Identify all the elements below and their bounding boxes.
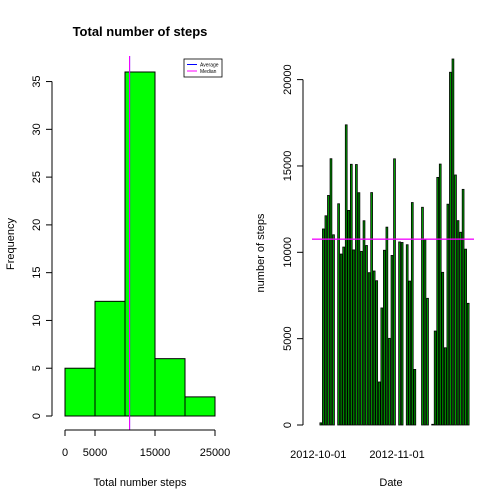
day-bar [322, 229, 324, 425]
day-bar [399, 242, 401, 425]
daily-y-tick-label: 0 [282, 422, 294, 428]
day-bar [381, 308, 383, 425]
histogram-bar [95, 301, 125, 416]
day-bar [444, 348, 446, 425]
day-bar [368, 273, 370, 425]
day-bar [333, 235, 335, 425]
daily-steps-panel: Date number of steps 2012-10-01 2012-11-0… [255, 59, 474, 489]
day-bar [350, 164, 352, 425]
histogram-y-tick-label: 0 [31, 413, 43, 419]
day-bar [363, 221, 365, 425]
histogram-x-tick-label: 5000 [83, 447, 107, 459]
day-bar [411, 203, 413, 425]
day-bar [467, 303, 469, 425]
day-bar [389, 338, 391, 425]
histogram-y-tick-label: 35 [31, 75, 43, 87]
day-bar [338, 204, 340, 425]
day-bar [348, 210, 350, 425]
daily-x-tick-label: 2012-10-01 [290, 449, 346, 461]
histogram-bar [155, 359, 185, 416]
day-bar [328, 195, 330, 425]
day-bar [325, 216, 327, 425]
day-bar [366, 245, 368, 425]
day-bar [340, 254, 342, 425]
histogram-bar [185, 397, 215, 416]
day-bar [414, 369, 416, 425]
day-bar [427, 298, 429, 425]
day-bar [457, 221, 459, 425]
daily-y-tick-label: 20000 [282, 64, 294, 95]
day-bar [373, 271, 375, 425]
day-bar [343, 247, 345, 425]
histogram-x-axis: 0 5000 15000 25000 [62, 430, 230, 459]
day-bar [376, 281, 378, 425]
histogram-y-tick-label: 30 [31, 123, 43, 135]
histogram-y-label: Frequency [5, 218, 17, 270]
day-bar [449, 72, 451, 425]
daily-y-tick-label: 15000 [282, 151, 294, 182]
histogram-title: Total number of steps [73, 24, 208, 39]
histogram-y-tick-label: 15 [31, 267, 43, 279]
day-bar [462, 189, 464, 425]
day-bar [330, 159, 332, 425]
daily-x-label: Date [379, 477, 402, 489]
day-bar [442, 272, 444, 425]
day-bar [371, 193, 373, 425]
day-bar [424, 239, 426, 425]
day-bar [391, 255, 393, 425]
day-bar [465, 249, 467, 425]
day-bar [409, 281, 411, 425]
histogram-x-label: Total number steps [94, 477, 187, 489]
histogram-y-tick-label: 5 [31, 365, 43, 371]
day-bar [452, 59, 454, 425]
daily-y-axis: 0 5000 10000 15000 20000 [282, 64, 303, 428]
histogram-x-tick-label: 25000 [200, 447, 231, 459]
daily-y-tick-label: 5000 [282, 326, 294, 350]
daily-bars [320, 59, 469, 425]
histogram-bars [65, 72, 215, 416]
day-bar [432, 424, 434, 425]
histogram-y-axis: 0 5 10 15 20 25 30 35 [31, 75, 52, 419]
day-bar [447, 204, 449, 425]
legend-median-label: Median [200, 69, 217, 75]
histogram-x-tick-label: 0 [62, 447, 68, 459]
day-bar [353, 250, 355, 425]
daily-x-tick-label: 2012-11-01 [369, 449, 424, 461]
legend-average-label: Average [200, 62, 219, 68]
daily-x-axis: 2012-10-01 2012-11-01 [290, 449, 425, 461]
day-bar [401, 242, 403, 425]
day-bar [437, 177, 439, 425]
histogram-y-tick-label: 10 [31, 314, 43, 326]
day-bar [361, 251, 363, 425]
day-bar [355, 165, 357, 425]
day-bar [460, 232, 462, 425]
day-bar [434, 331, 436, 425]
day-bar [439, 164, 441, 425]
day-bar [383, 250, 385, 425]
day-bar [345, 125, 347, 425]
day-bar [320, 423, 322, 425]
daily-y-label: number of steps [255, 213, 267, 292]
histogram-y-tick-label: 25 [31, 171, 43, 183]
day-bar [422, 207, 424, 425]
day-bar [378, 382, 380, 425]
day-bar [455, 175, 457, 425]
daily-y-tick-label: 10000 [282, 237, 294, 268]
day-bar [386, 227, 388, 425]
histogram-x-tick-label: 15000 [140, 447, 171, 459]
day-bar [358, 193, 360, 425]
histogram-bar [65, 368, 95, 416]
histogram-panel: Total number of steps Total number steps… [5, 24, 230, 489]
day-bar [394, 159, 396, 425]
histogram-y-tick-label: 20 [31, 219, 43, 231]
day-bar [406, 245, 408, 425]
